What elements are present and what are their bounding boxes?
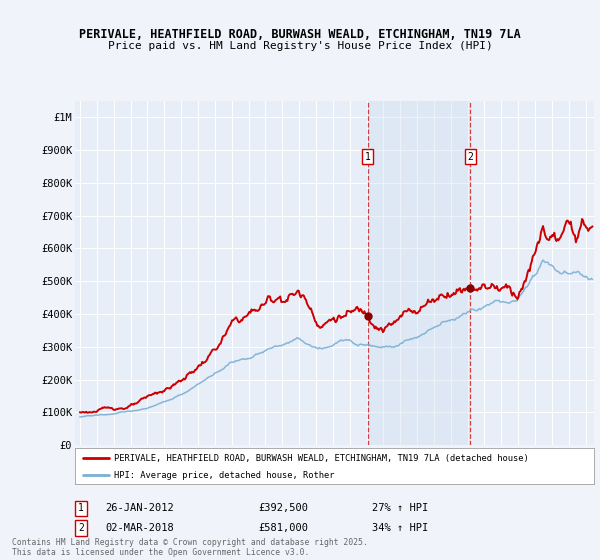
Text: 2: 2 [78, 523, 84, 533]
Bar [368, 101, 470, 445]
Text: 26-JAN-2012: 26-JAN-2012 [105, 503, 174, 514]
Text: PERIVALE, HEATHFIELD ROAD, BURWASH WEALD, ETCHINGHAM, TN19 7LA (detached house): PERIVALE, HEATHFIELD ROAD, BURWASH WEALD… [114, 454, 529, 463]
Text: HPI: Average price, detached house, Rother: HPI: Average price, detached house, Roth… [114, 471, 334, 480]
Text: PERIVALE, HEATHFIELD ROAD, BURWASH WEALD, ETCHINGHAM, TN19 7LA: PERIVALE, HEATHFIELD ROAD, BURWASH WEALD… [79, 28, 521, 41]
Text: 27% ↑ HPI: 27% ↑ HPI [372, 503, 428, 514]
Text: 34% ↑ HPI: 34% ↑ HPI [372, 523, 428, 533]
Text: £581,000: £581,000 [258, 523, 308, 533]
Text: 02-MAR-2018: 02-MAR-2018 [105, 523, 174, 533]
Text: Contains HM Land Registry data © Crown copyright and database right 2025.
This d: Contains HM Land Registry data © Crown c… [12, 538, 368, 557]
Text: 1: 1 [78, 503, 84, 514]
Text: £392,500: £392,500 [258, 503, 308, 514]
Text: 2: 2 [467, 152, 473, 162]
Text: Price paid vs. HM Land Registry's House Price Index (HPI): Price paid vs. HM Land Registry's House … [107, 41, 493, 51]
Text: 1: 1 [365, 152, 371, 162]
